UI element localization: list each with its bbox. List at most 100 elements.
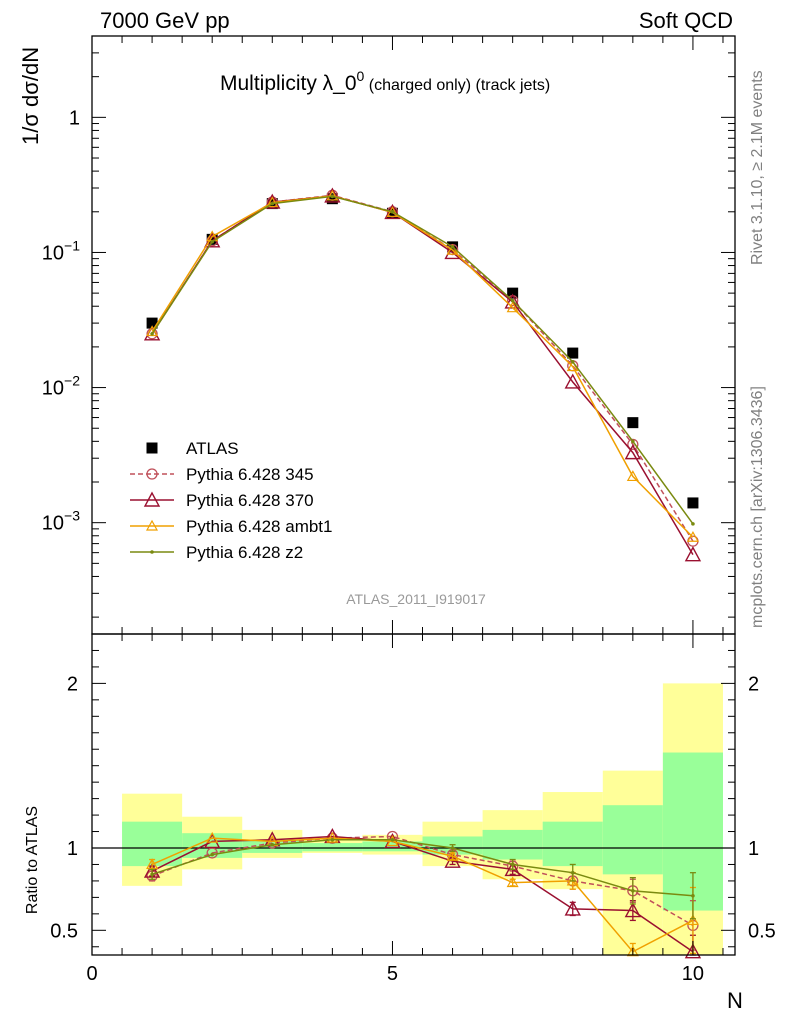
main-point-s3-10	[686, 531, 699, 542]
plot-title-sup: 0	[357, 68, 365, 84]
legend-label-1: Pythia 6.428 345	[186, 465, 314, 484]
band-green-9	[602, 805, 663, 875]
main-point-s1-9	[627, 438, 639, 450]
main-point-s2-8	[564, 373, 581, 389]
legend-marker-1	[146, 468, 158, 480]
main-point-s0-8	[567, 347, 579, 359]
ratio-frame	[91, 633, 736, 956]
process-label: Soft QCD	[639, 8, 733, 33]
y-tick-label-2: 10−2	[42, 373, 80, 400]
main-line-4	[151, 195, 694, 525]
x-axis-label: N	[727, 988, 743, 1013]
legend-marker-2	[143, 491, 161, 507]
ratio-point-s2-1	[146, 858, 159, 870]
ratio-point-s3-10	[691, 893, 695, 898]
x-tick-label-10: 10	[682, 963, 704, 985]
ratio-point-s2-9	[626, 945, 639, 957]
main-point-s1-1	[146, 328, 158, 340]
ratio-line-1	[151, 835, 694, 953]
plot-title: Multiplicity λ_00 (charged only) (track …	[220, 68, 550, 95]
legend-marker-0	[146, 442, 158, 454]
main-point-s3-9	[626, 470, 639, 482]
main-point-s4-4	[330, 194, 335, 199]
band-green-8	[542, 821, 603, 867]
ratio-y-tick-label-right-2: 2	[748, 673, 759, 695]
ratio-point-s1-7	[504, 860, 521, 877]
main-point-s0-1	[146, 317, 158, 329]
main-point-s3-3	[266, 196, 279, 208]
ratio-point-s3-8	[570, 870, 575, 875]
ratio-point-s3-9	[631, 889, 635, 893]
ratio-point-s3-5	[390, 837, 395, 842]
ratio-point-s2-5	[386, 835, 399, 847]
rivet-version-label: Rivet 3.1.10, ≥ 2.1M events	[749, 70, 766, 265]
main-point-s4-5	[390, 209, 395, 214]
main-point-s4-9	[631, 439, 635, 444]
ratio-point-s1-2	[204, 832, 221, 849]
main-point-s2-4	[324, 187, 341, 203]
main-point-s3-7	[506, 301, 519, 313]
ratio-point-s2-7	[506, 876, 519, 888]
main-line-3	[151, 195, 694, 538]
band-green-7	[482, 829, 543, 860]
legend-label-0: ATLAS	[186, 439, 239, 458]
main-point-s3-4	[326, 189, 339, 201]
plot-title-main: Multiplicity λ_0	[220, 72, 357, 95]
ratio-point-s3-3	[270, 842, 275, 847]
ratio-point-s3-4	[330, 837, 335, 842]
ratio-point-s3-7	[510, 862, 515, 867]
main-line-2	[151, 195, 694, 556]
ratio-point-s1-8	[564, 900, 581, 916]
main-point-s0-7	[507, 287, 519, 299]
main-point-s4-10	[691, 522, 695, 526]
analysis-id: ATLAS_2011_I919017	[346, 591, 486, 607]
y-tick-label-0: 1	[69, 107, 80, 129]
legend-label-2: Pythia 6.428 370	[186, 491, 314, 510]
legend-label-3: Pythia 6.428 ambt1	[186, 517, 332, 536]
main-point-s0-10	[687, 497, 699, 509]
main-point-s4-2	[210, 239, 214, 244]
main-point-s0-2	[206, 233, 218, 245]
x-tick-label-5: 5	[387, 963, 398, 985]
ratio-point-s2-4	[326, 831, 339, 843]
ratio-line-3	[151, 839, 693, 897]
x-tick-label-0: 0	[86, 963, 97, 985]
main-point-s0-9	[627, 417, 639, 429]
main-point-s4-1	[150, 332, 154, 336]
main-point-s4-8	[570, 360, 575, 364]
ratio-point-s2-2	[206, 831, 219, 843]
main-point-s2-9	[624, 444, 642, 460]
y-tick-label-3: 10−3	[42, 508, 80, 535]
ratio-y-tick-label-right-1: 1	[748, 838, 759, 860]
main-point-s4-7	[510, 298, 515, 303]
main-panel: 1 10−1 10−2 10−3	[42, 35, 736, 635]
ratio-point-s3-1	[150, 872, 154, 877]
mcplots-label: mcplots.cern.ch [arXiv:1306.3436]	[749, 386, 766, 628]
main-point-s4-3	[270, 201, 275, 206]
ratio-point-s3-6	[450, 846, 455, 850]
main-point-s0-4	[326, 193, 338, 205]
legend: ATLAS Pythia 6.428 345 Pythia 6.428 370 Pyt…	[130, 439, 332, 562]
y-axis-label: 1/σ dσ/dN	[18, 47, 43, 145]
legend-label-4: Pythia 6.428 z2	[186, 543, 303, 562]
ratio-y-tick-label-left-2: 2	[67, 673, 78, 695]
ratio-y-tick-label-left-0.5: 0.5	[50, 920, 78, 942]
ratio-point-s1-9	[624, 902, 642, 918]
ratio-line-2	[151, 837, 694, 953]
ratio-y-axis-label: Ratio to ATLAS	[24, 806, 41, 914]
ratio-y-tick-label-left-1: 1	[67, 838, 78, 860]
y-tick-label-1: 10−1	[42, 237, 80, 264]
ratio-y-tick-label-right-0.5: 0.5	[748, 920, 776, 942]
ratio-point-s2-6	[446, 849, 459, 861]
legend-marker-4	[150, 550, 154, 554]
main-point-s4-6	[450, 245, 455, 249]
main-point-s2-10	[684, 546, 702, 562]
plot-title-sub: (charged only) (track jets)	[364, 77, 550, 94]
ratio-panel: 0 5 10 0.5 0.5 1 1 2 2	[50, 633, 776, 985]
ratio-point-s2-10	[686, 914, 699, 926]
energy-label: 7000 GeV pp	[100, 8, 230, 33]
main-line-1	[151, 194, 694, 542]
band-green-5	[362, 841, 423, 852]
band-green-4	[302, 843, 363, 852]
